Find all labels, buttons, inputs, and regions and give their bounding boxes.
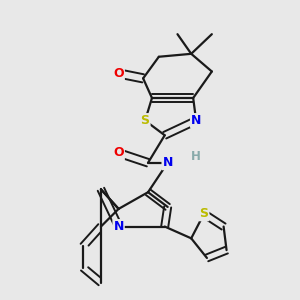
Text: S: S xyxy=(200,207,208,220)
Text: N: N xyxy=(163,156,173,169)
Text: S: S xyxy=(141,114,150,127)
Text: O: O xyxy=(113,67,124,80)
Text: O: O xyxy=(113,146,124,159)
Text: N: N xyxy=(113,220,124,233)
Text: N: N xyxy=(191,114,201,127)
Text: H: H xyxy=(191,150,201,164)
